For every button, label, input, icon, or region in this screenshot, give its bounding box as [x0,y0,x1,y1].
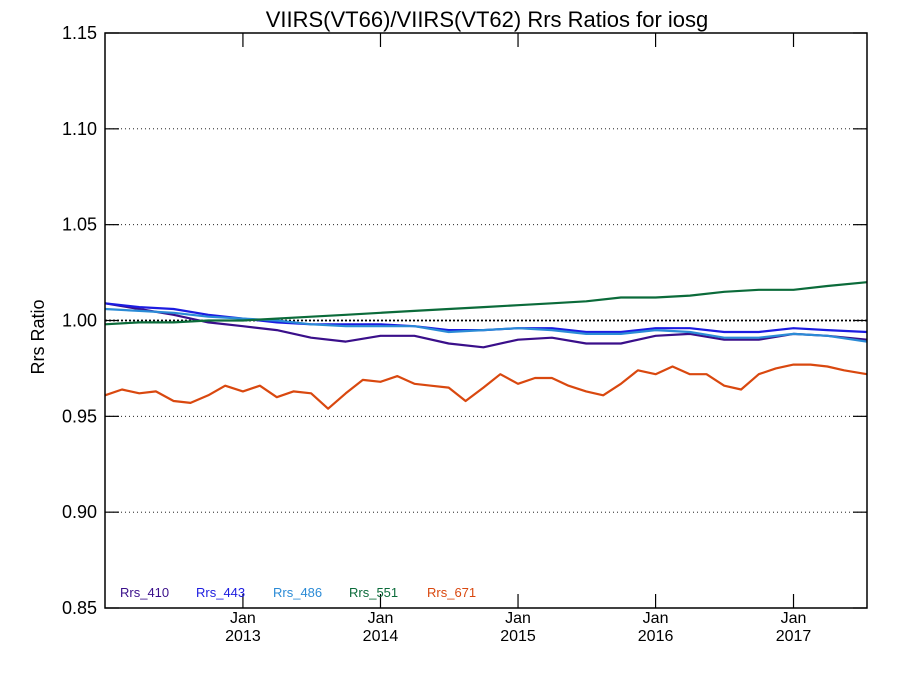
y-tick-label-3: 1.00 [62,311,97,331]
legend-entry-rrs-410: Rrs_410 [120,585,169,600]
legend-entry-rrs-443: Rrs_443 [196,585,245,600]
x-tick-year-4: 2017 [776,628,812,645]
series-line-rrs-410 [104,302,868,349]
x-tick-month-3: Jan [643,610,669,627]
legend-entry-rrs-551: Rrs_551 [349,585,398,600]
series-line-rrs-551 [104,281,868,326]
y-tick-label-1: 0.90 [62,502,97,522]
chart-title: VIIRS(VT66)/VIIRS(VT62) Rrs Ratios for i… [266,7,709,32]
x-tick-year-0: 2013 [225,628,261,645]
y-tick-label-4: 1.05 [62,215,97,235]
x-tick-month-1: Jan [368,610,394,627]
plot-frame [104,32,868,609]
y-tick-label-0: 0.85 [62,598,97,618]
y-tick-label-5: 1.10 [62,119,97,139]
series-line-rrs-486 [104,307,868,343]
y-axis-label: Rrs Ratio [28,299,48,374]
y-tick-label-2: 0.95 [62,406,97,426]
plot-area: 0.850.900.951.001.051.101.15Jan2013Jan20… [62,23,868,645]
series-line-rrs-671 [104,363,868,410]
legend-entry-rrs-671: Rrs_671 [427,585,476,600]
x-tick-year-2: 2015 [500,628,536,645]
x-tick-year-1: 2014 [363,628,399,645]
x-tick-month-0: Jan [230,610,256,627]
x-tick-year-3: 2016 [638,628,674,645]
x-tick-month-2: Jan [505,610,531,627]
y-tick-label-6: 1.15 [62,23,97,43]
x-tick-month-4: Jan [781,610,807,627]
legend-entry-rrs-486: Rrs_486 [273,585,322,600]
